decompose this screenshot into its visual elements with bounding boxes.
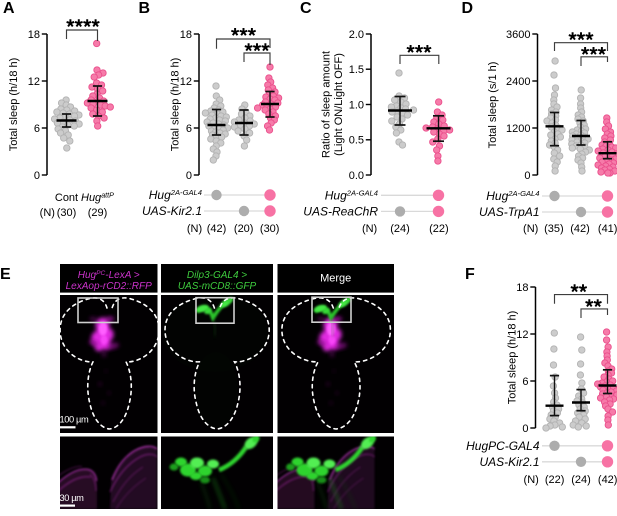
svg-text:0.5: 0.5 — [349, 135, 364, 147]
svg-text:3600: 3600 — [506, 29, 530, 41]
svg-text:6: 6 — [34, 123, 40, 135]
svg-text:30 µm: 30 µm — [60, 493, 85, 503]
svg-text:(N): (N) — [40, 207, 55, 219]
svg-text:18: 18 — [28, 29, 40, 41]
svg-text:12: 12 — [180, 76, 192, 88]
svg-text:1200: 1200 — [506, 123, 530, 135]
svg-text:0: 0 — [34, 170, 40, 182]
svg-text:(30): (30) — [260, 223, 280, 235]
svg-text:C: C — [300, 0, 312, 17]
svg-text:0: 0 — [186, 170, 192, 182]
svg-text:(42): (42) — [598, 474, 617, 486]
svg-text:Total sleep (h/18 h): Total sleep (h/18 h) — [8, 58, 20, 152]
svg-text:A: A — [3, 0, 15, 17]
svg-text:(42): (42) — [570, 223, 590, 235]
svg-text:6: 6 — [522, 376, 528, 388]
svg-text:6: 6 — [186, 123, 192, 135]
svg-text:(35): (35) — [544, 223, 564, 235]
svg-text:B: B — [139, 0, 151, 17]
svg-text:(N): (N) — [187, 223, 202, 235]
svg-text:HugPC-GAL4: HugPC-GAL4 — [466, 439, 540, 453]
svg-text:2.0: 2.0 — [349, 29, 364, 41]
svg-text:(41): (41) — [598, 223, 617, 235]
svg-text:0.0: 0.0 — [349, 170, 364, 182]
svg-text:E: E — [0, 266, 11, 283]
svg-text:Dilp3-GAL4 >: Dilp3-GAL4 > — [187, 270, 247, 281]
svg-text:Total sleep (s/1 h): Total sleep (s/1 h) — [487, 62, 499, 149]
svg-text:(Light ON/Light OFF): (Light ON/Light OFF) — [333, 53, 345, 156]
svg-text:0: 0 — [522, 423, 528, 435]
svg-text:(N): (N) — [524, 474, 539, 486]
svg-text:1.5: 1.5 — [349, 64, 364, 76]
svg-text:HugPC-LexA >: HugPC-LexA > — [78, 270, 140, 281]
svg-text:D: D — [462, 0, 474, 17]
svg-text:(22): (22) — [545, 474, 565, 486]
svg-text:UAS-Kir2.1: UAS-Kir2.1 — [142, 204, 202, 218]
svg-text:12: 12 — [28, 76, 40, 88]
svg-text:1.0: 1.0 — [349, 99, 364, 111]
svg-text:UAS-Kir2.1: UAS-Kir2.1 — [479, 455, 539, 469]
svg-text:Merge: Merge — [320, 273, 351, 285]
svg-text:(24): (24) — [571, 474, 591, 486]
svg-text:UAS-ReaChR: UAS-ReaChR — [303, 205, 378, 219]
svg-text:UAS-mCD8::GFP: UAS-mCD8::GFP — [178, 281, 257, 292]
svg-text:LexAop-rCD2::RFP: LexAop-rCD2::RFP — [66, 281, 152, 292]
svg-text:2400: 2400 — [506, 76, 530, 88]
svg-text:(N): (N) — [523, 223, 538, 235]
svg-text:UAS-TrpA1: UAS-TrpA1 — [479, 205, 539, 219]
svg-text:100 µm: 100 µm — [60, 415, 89, 425]
svg-text:Total sleep (h/18 h): Total sleep (h/18 h) — [170, 58, 182, 152]
svg-text:(24): (24) — [390, 223, 410, 235]
svg-text:0: 0 — [524, 170, 530, 182]
svg-text:(22): (22) — [429, 223, 449, 235]
svg-text:Total sleep (h/18 h): Total sleep (h/18 h) — [507, 311, 519, 405]
svg-text:(42): (42) — [207, 223, 227, 235]
svg-text:(29): (29) — [88, 207, 108, 219]
svg-text:18: 18 — [516, 282, 528, 294]
svg-text:Ratio of sleep amount: Ratio of sleep amount — [321, 51, 333, 158]
svg-text:Cont: Cont — [55, 192, 78, 204]
svg-text:(30): (30) — [57, 207, 77, 219]
svg-text:(20): (20) — [234, 223, 254, 235]
svg-text:(N): (N) — [362, 223, 377, 235]
svg-text:18: 18 — [180, 29, 192, 41]
svg-text:F: F — [465, 266, 475, 283]
